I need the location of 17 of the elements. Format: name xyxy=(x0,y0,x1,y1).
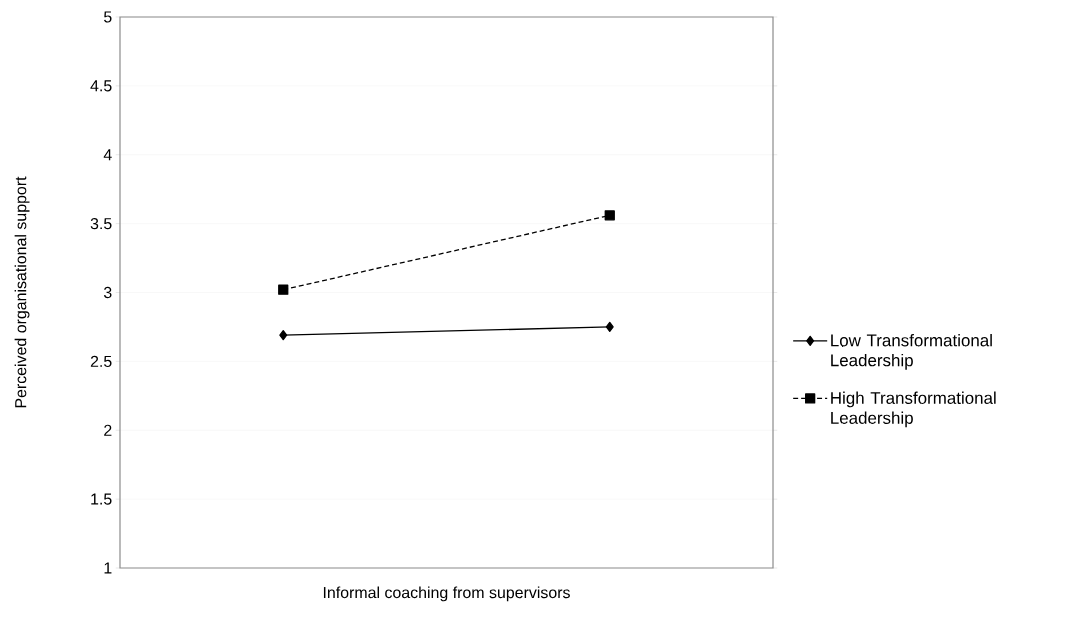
y-tick-label: 1 xyxy=(104,562,112,574)
y-tick-label: 3.5 xyxy=(90,217,112,230)
point xyxy=(605,321,614,333)
y-tick-label: 1.5 xyxy=(91,493,112,505)
y-tick-label: 2.5 xyxy=(90,355,112,368)
y-tick-label: 3 xyxy=(103,286,112,299)
y-tick-label: 2 xyxy=(104,424,112,436)
y-axis-title: Perceived organisational support xyxy=(14,176,30,408)
point xyxy=(604,210,615,221)
y-tick-label: 5 xyxy=(104,11,112,23)
point xyxy=(279,330,288,341)
y-tick-label: 4 xyxy=(103,149,112,161)
point xyxy=(278,284,289,295)
y-tick-label: 4.5 xyxy=(90,80,112,92)
legend-label: High Transformational Leadership xyxy=(831,391,996,428)
legend-label: Low Transformational Leadership xyxy=(831,333,992,370)
x-axis-title: Informal coaching from supervisors xyxy=(323,586,570,602)
